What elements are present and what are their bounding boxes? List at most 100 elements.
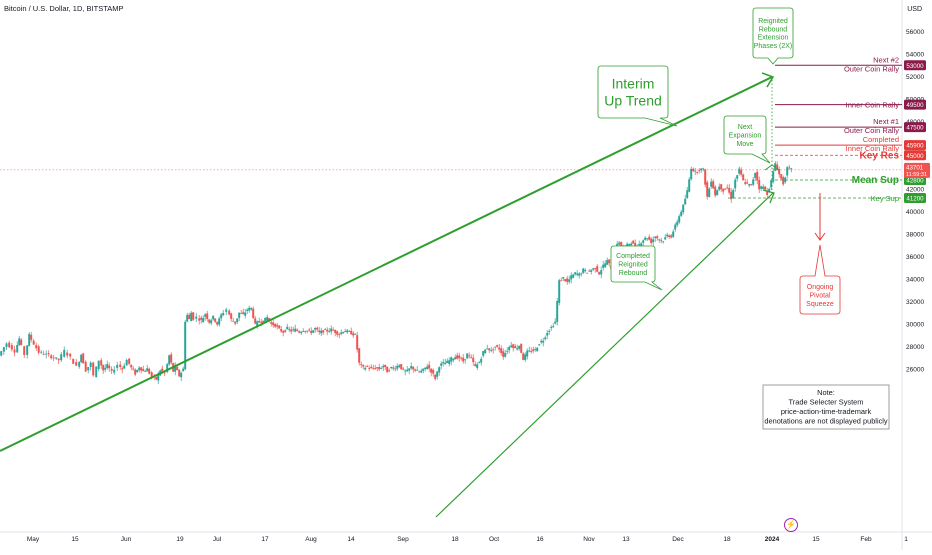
candle-body: [566, 278, 569, 282]
candle-body: [410, 365, 413, 369]
candle-body: [244, 312, 247, 316]
candle-body: [444, 362, 447, 365]
level-badge-text: 45900: [906, 143, 924, 150]
candle-body: [718, 186, 721, 190]
candle-body: [130, 365, 133, 368]
candle-body: [552, 326, 555, 327]
candle-body: [408, 368, 411, 371]
candle-body: [163, 372, 166, 374]
candle-body: [734, 179, 737, 189]
candle-body: [234, 321, 237, 324]
candle-body: [448, 360, 451, 364]
candle-body: [442, 362, 445, 364]
reignited-callout-text: Extension: [758, 35, 789, 42]
candle-body: [440, 363, 443, 366]
candle-body: [316, 327, 319, 330]
candle-body: [496, 345, 499, 347]
x-tick-label: 13: [622, 536, 630, 543]
candle-body: [266, 317, 269, 321]
x-tick-label: 17: [261, 536, 269, 543]
candle-body: [468, 355, 471, 357]
candle-body: [318, 330, 321, 333]
candle-body: [123, 365, 126, 369]
candle-body: [476, 364, 479, 368]
candle-body: [178, 369, 181, 377]
candle-body: [554, 321, 557, 324]
candle-body: [286, 326, 289, 330]
candle-body: [428, 364, 431, 369]
candle-body: [69, 353, 72, 357]
note-box: [762, 384, 890, 430]
candle-body: [430, 368, 433, 373]
candle-body: [772, 171, 775, 182]
candle-body: [166, 364, 169, 372]
candle-body: [470, 357, 473, 358]
level-badge: [904, 150, 926, 161]
candle-body: [530, 351, 533, 352]
candle-body: [406, 369, 409, 372]
candle-body: [310, 330, 313, 334]
candle-body: [390, 367, 393, 369]
level-badge: [904, 193, 926, 203]
candle-body: [650, 238, 653, 244]
level-label: Key Res: [860, 150, 900, 161]
candle-body: [186, 314, 189, 322]
candle-body: [446, 360, 449, 363]
candle-body: [540, 340, 543, 343]
candle-body: [382, 365, 385, 368]
candle-body: [63, 350, 66, 357]
candle-body: [282, 331, 285, 333]
candle-body: [456, 355, 459, 359]
candle-body: [414, 369, 417, 371]
candle-body: [138, 367, 141, 371]
level-sublabel: Outer Coin Rally: [844, 126, 899, 135]
y-tick-label: 56000: [906, 29, 924, 36]
candle-body: [418, 371, 421, 373]
candle-body: [492, 349, 495, 351]
candle-body: [284, 330, 287, 332]
candle-body: [228, 310, 231, 315]
candle-body: [396, 366, 399, 369]
level-badge-text: 41200: [906, 196, 924, 203]
candle-body: [258, 320, 261, 323]
candle-body: [546, 332, 549, 336]
candle-body: [512, 344, 515, 349]
candle-body: [288, 328, 291, 330]
candle-body: [140, 367, 143, 371]
candle-body: [478, 362, 481, 364]
lightning-icon[interactable]: ⚡: [784, 518, 798, 532]
candle-body: [712, 181, 715, 189]
x-tick-label: Oct: [489, 536, 499, 543]
candle-body: [736, 175, 739, 179]
candle-body: [490, 349, 493, 351]
candle-body: [330, 328, 333, 332]
candle-body: [254, 318, 257, 324]
candle-body: [578, 273, 581, 276]
candle-body: [724, 188, 727, 190]
candle-body: [50, 355, 53, 359]
candle-body: [170, 354, 173, 363]
last-price-text: 43701: [906, 164, 924, 171]
candle-body: [514, 346, 517, 349]
candle-body: [356, 335, 359, 350]
squeeze-callout-box: [799, 244, 841, 315]
rebound-callout-text: Completed: [616, 253, 650, 260]
candle-body: [400, 364, 403, 370]
candle-body: [394, 368, 397, 370]
candle-body: [52, 357, 55, 359]
y-tick-label: 26000: [906, 367, 924, 374]
candle-body: [380, 368, 383, 369]
candle-body: [412, 366, 415, 370]
candle-body: [528, 350, 531, 352]
candle-body: [13, 349, 16, 353]
candle-body: [142, 369, 145, 372]
candle-body: [392, 367, 395, 369]
candle-body: [378, 367, 381, 370]
candle-body: [458, 355, 461, 359]
candle-body: [474, 364, 477, 366]
rebound-callout-text: Reignited: [618, 261, 648, 268]
candle-body: [272, 322, 275, 326]
candle-body: [314, 327, 317, 330]
